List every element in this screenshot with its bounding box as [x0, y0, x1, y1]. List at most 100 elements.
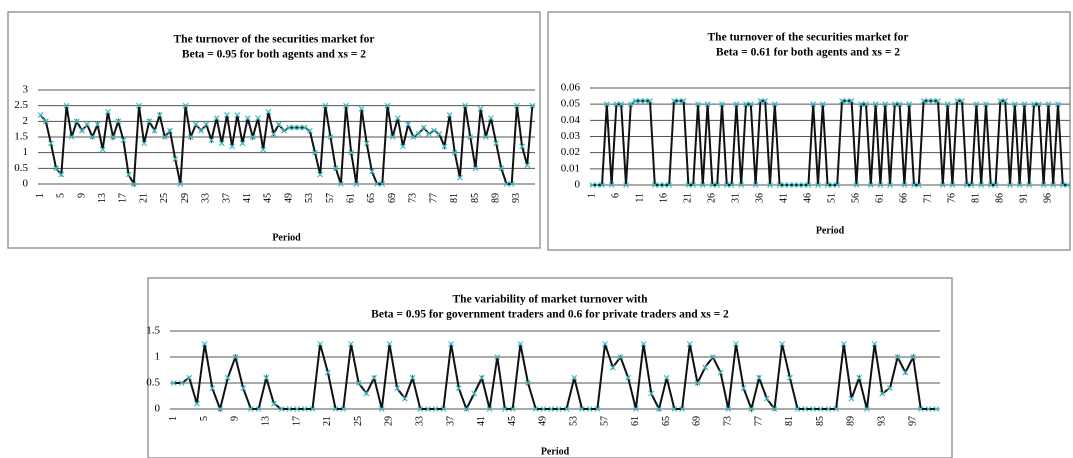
- data-marker: [935, 98, 941, 104]
- y-tick-label: 0: [575, 179, 581, 191]
- data-marker: [170, 380, 177, 386]
- data-marker: [63, 102, 70, 109]
- data-marker: [477, 105, 484, 112]
- data-marker: [275, 121, 282, 128]
- x-tick-label: 96: [1043, 193, 1054, 203]
- data-marker: [53, 165, 60, 172]
- data-marker: [719, 101, 725, 108]
- x-tick-label: 65: [661, 416, 672, 426]
- data-marker: [848, 98, 855, 104]
- data-marker: [488, 115, 494, 122]
- data-marker: [249, 134, 256, 140]
- data-marker: [882, 101, 889, 108]
- data-marker: [517, 341, 524, 347]
- data-marker: [532, 406, 539, 412]
- x-tick-label: 41: [476, 416, 487, 426]
- data-marker: [802, 406, 809, 412]
- data-marker: [920, 98, 927, 104]
- x-tick-label: 26: [707, 193, 718, 203]
- data-marker: [358, 105, 365, 112]
- x-tick-label: 73: [408, 193, 419, 203]
- data-marker: [887, 385, 893, 392]
- data-marker: [247, 406, 254, 412]
- data-marker: [786, 182, 793, 188]
- data-marker: [704, 101, 711, 108]
- data-marker: [192, 121, 199, 128]
- data-marker: [353, 181, 360, 187]
- x-tick-label: 93: [511, 193, 522, 203]
- y-tick-label: 0: [23, 178, 29, 190]
- x-tick-label: 61: [346, 193, 357, 203]
- data-marker: [623, 182, 629, 188]
- x-tick-label: 61: [875, 193, 886, 203]
- data-marker: [436, 130, 443, 137]
- x-tick-label: 85: [470, 193, 481, 203]
- data-marker: [363, 140, 370, 147]
- data-marker: [848, 395, 855, 402]
- chart-panel: The turnover of the securities market fo…: [547, 11, 1071, 251]
- data-marker: [400, 143, 406, 150]
- data-marker: [1035, 101, 1042, 108]
- x-tick-label: 89: [490, 193, 501, 203]
- chart-title: Beta = 0.95 for government traders and 0…: [371, 309, 729, 321]
- x-tick-label: 36: [755, 193, 766, 203]
- data-marker: [239, 140, 246, 147]
- data-marker: [973, 101, 980, 108]
- data-marker: [594, 406, 601, 412]
- data-marker: [317, 171, 324, 178]
- data-marker: [810, 101, 817, 108]
- x-tick-label: 9: [230, 416, 241, 421]
- data-marker: [1011, 101, 1018, 108]
- data-marker: [73, 118, 80, 125]
- data-marker: [110, 134, 116, 140]
- data-marker: [933, 406, 940, 412]
- data-marker: [695, 101, 701, 108]
- x-tick-label: 21: [683, 193, 694, 203]
- data-marker: [482, 134, 489, 140]
- data-marker: [343, 102, 349, 109]
- data-marker: [513, 102, 520, 109]
- data-marker: [911, 182, 917, 188]
- data-marker: [663, 374, 670, 381]
- data-marker: [877, 182, 884, 188]
- data-marker: [871, 341, 878, 347]
- data-marker: [586, 406, 593, 412]
- data-marker: [432, 406, 439, 412]
- data-marker: [374, 181, 381, 187]
- data-marker: [146, 118, 153, 125]
- x-tick-label: 97: [907, 416, 918, 426]
- y-tick-label: 0.5: [14, 162, 28, 174]
- data-marker: [839, 98, 845, 104]
- x-tick-label: 11: [635, 193, 646, 203]
- data-marker: [348, 149, 355, 156]
- data-marker: [94, 121, 101, 128]
- data-marker: [1059, 182, 1066, 188]
- data-marker: [686, 341, 693, 347]
- y-tick-label: 0.02: [561, 146, 580, 158]
- data-marker: [312, 149, 318, 156]
- data-marker: [524, 162, 531, 169]
- y-tick-label: 2: [23, 115, 29, 127]
- x-tick-label: 76: [947, 193, 958, 203]
- data-marker: [733, 101, 740, 108]
- data-marker: [978, 182, 985, 188]
- data-marker: [317, 341, 324, 347]
- data-marker: [379, 181, 386, 187]
- x-tick-label: 51: [827, 193, 838, 203]
- x-tick-label: 33: [201, 193, 212, 203]
- data-marker: [656, 182, 663, 188]
- data-marker: [834, 182, 841, 188]
- data-marker: [270, 130, 277, 137]
- data-marker: [648, 390, 655, 397]
- data-marker: [409, 374, 416, 381]
- data-marker: [651, 182, 658, 188]
- data-marker: [296, 124, 303, 131]
- data-marker: [679, 406, 685, 412]
- data-marker: [540, 406, 547, 412]
- data-marker: [763, 395, 770, 402]
- data-marker: [340, 406, 347, 412]
- data-marker: [363, 390, 370, 397]
- y-tick-label: 0.05: [561, 98, 581, 110]
- data-marker: [640, 341, 647, 347]
- data-marker: [723, 182, 730, 188]
